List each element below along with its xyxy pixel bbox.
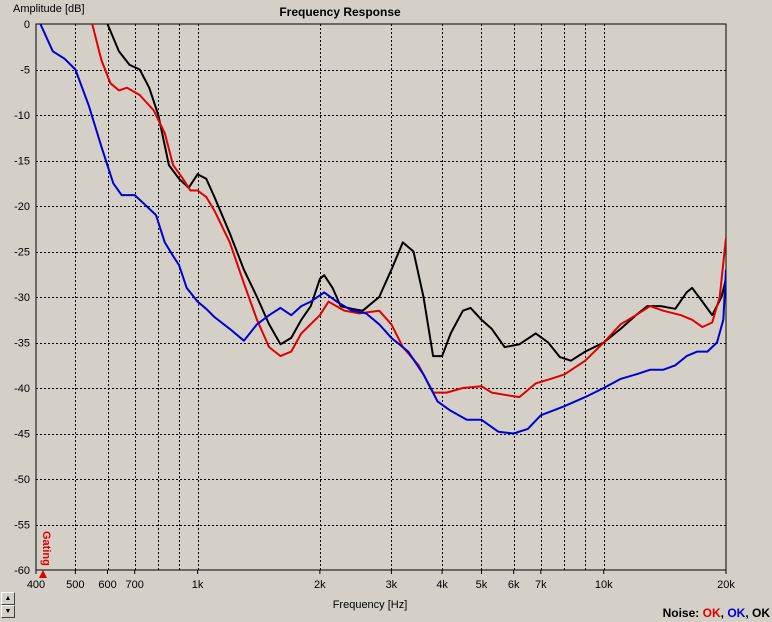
series-line-black — [106, 24, 726, 362]
y-tick-label: -45 — [14, 429, 30, 441]
y-tick-label: -20 — [14, 201, 30, 213]
x-tick-label: 1k — [192, 579, 204, 591]
noise-value-blue: OK — [727, 606, 746, 620]
noise-separator: , — [720, 606, 724, 620]
x-tick-label: 600 — [98, 579, 116, 591]
y-tick-label: -5 — [20, 65, 30, 77]
x-tick-label: 500 — [66, 579, 84, 591]
scroll-down-button[interactable]: ▼ — [1, 605, 15, 618]
y-tick-label: -15 — [14, 156, 30, 168]
noise-value-black: OK — [752, 606, 770, 620]
y-tick-label: -25 — [14, 247, 30, 259]
chart-title: Frequency Response — [279, 5, 401, 19]
y-tick-label: -40 — [14, 383, 30, 395]
noise-status: Noise: OK, OK, OK — [663, 606, 770, 620]
y-axis-label: Amplitude [dB] — [13, 3, 85, 15]
y-tick-label: -10 — [14, 110, 30, 122]
gating-arrow-icon — [39, 570, 47, 578]
triangle-down-icon: ▼ — [4, 608, 12, 615]
x-tick-label: 20k — [717, 579, 735, 591]
y-tick-label: -35 — [14, 338, 30, 350]
x-tick-label: 3k — [386, 579, 398, 591]
triangle-up-icon: ▲ — [4, 595, 12, 602]
x-tick-label: 2k — [314, 579, 326, 591]
tick-labels: 400 500 600 700 1k 2k 3k 4k 5k 6k 7k 10k 20k 0 -5 -10 -1… — [14, 19, 735, 591]
scroll-up-button[interactable]: ▲ — [1, 592, 15, 605]
gating-marker: Gating — [39, 531, 52, 578]
series-line-red — [91, 24, 726, 399]
series-layer — [39, 24, 726, 435]
y-tick-label: -55 — [14, 520, 30, 532]
gating-label: Gating — [40, 531, 52, 566]
x-tick-label: 700 — [126, 579, 144, 591]
scroll-control[interactable]: ▲ ▼ — [1, 592, 15, 620]
grid-lines — [36, 24, 726, 570]
x-tick-label: 4k — [436, 579, 448, 591]
noise-label: Noise: — [662, 606, 700, 620]
noise-value-red: OK — [702, 606, 721, 620]
series-line-blue — [39, 24, 726, 435]
x-tick-label: 400 — [27, 579, 45, 591]
y-tick-label: -30 — [14, 292, 30, 304]
x-tick-label: 7k — [535, 579, 547, 591]
x-axis-label: Frequency [Hz] — [333, 599, 408, 611]
y-tick-label: -60 — [14, 565, 30, 577]
x-tick-label: 5k — [476, 579, 488, 591]
y-tick-label: -50 — [14, 474, 30, 486]
x-tick-label: 10k — [595, 579, 613, 591]
x-tick-label: 6k — [508, 579, 520, 591]
y-tick-label: 0 — [24, 19, 30, 31]
noise-separator: , — [745, 606, 749, 620]
